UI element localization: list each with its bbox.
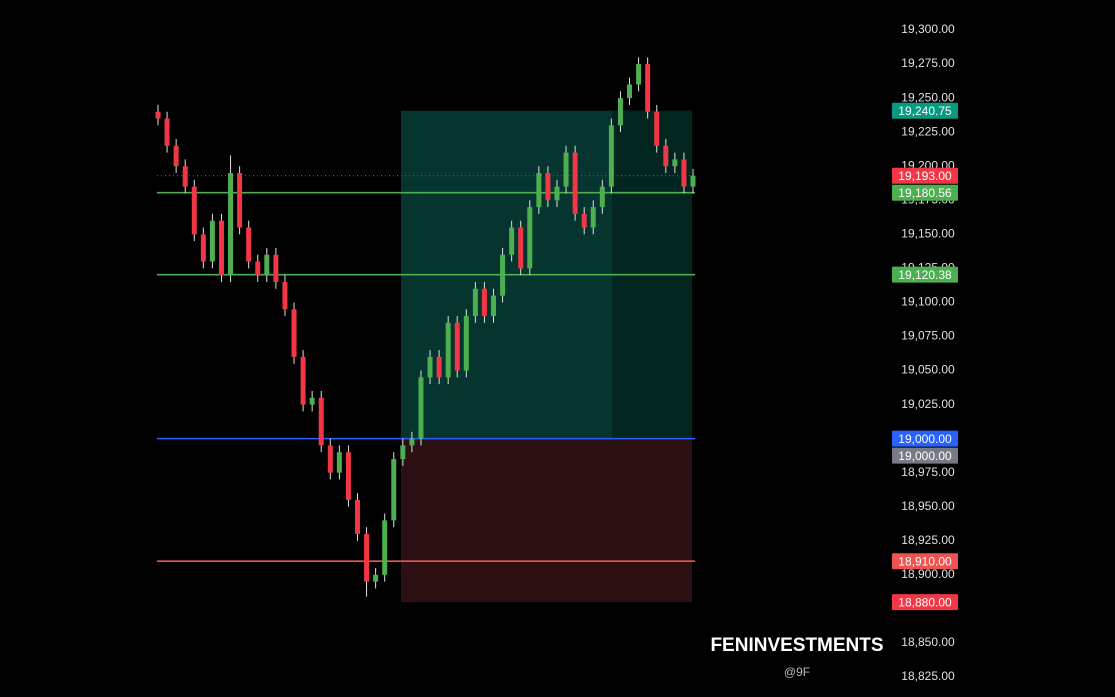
candle-body: [264, 254, 270, 276]
stop-zone: [401, 438, 692, 603]
candle-body: [654, 111, 660, 146]
price-badge: [892, 167, 958, 184]
candle-body: [291, 309, 297, 357]
y-tick-label: 19,100.00: [901, 295, 955, 309]
candle-body: [545, 173, 551, 201]
price-badge-label: 19,000.00: [898, 432, 952, 446]
candle-body: [681, 159, 687, 187]
candle-body: [228, 173, 234, 276]
candle-body: [354, 499, 360, 534]
price-badge-label: 18,880.00: [898, 595, 952, 609]
price-badge: [892, 430, 958, 447]
candle-body: [246, 227, 252, 262]
candle-body: [409, 438, 415, 446]
y-tick-label: 19,275.00: [901, 56, 955, 70]
candle-body: [309, 397, 315, 405]
price-badge: [892, 447, 958, 464]
candle-body: [617, 98, 623, 126]
candle-body: [173, 145, 179, 167]
candle-body: [382, 520, 388, 575]
candle-body: [563, 152, 569, 187]
candle-body: [590, 207, 596, 228]
candle-body: [327, 445, 333, 473]
candle-body: [554, 186, 560, 201]
candle-body: [527, 207, 533, 269]
candle-body: [237, 173, 243, 228]
candle-body: [336, 452, 342, 473]
candle-body: [282, 281, 288, 310]
price-badge: [892, 184, 958, 201]
price-badge-label: 19,180.56: [898, 186, 952, 200]
candle-body: [500, 254, 506, 296]
y-tick-label: 18,950.00: [901, 499, 955, 513]
candle-body: [509, 227, 515, 255]
y-tick-label: 19,250.00: [901, 90, 955, 104]
candle-body: [255, 261, 261, 276]
candle-body: [418, 377, 424, 439]
candle-body: [572, 152, 578, 214]
candle-body: [481, 288, 487, 317]
candle-body: [536, 173, 542, 208]
candle-body: [436, 356, 442, 378]
y-tick-label: 18,900.00: [901, 567, 955, 581]
candle-body: [672, 159, 678, 167]
candle-body: [164, 118, 170, 146]
candle-body: [218, 220, 224, 276]
y-tick-label: 19,050.00: [901, 363, 955, 377]
candle-body: [155, 111, 161, 119]
y-tick-label: 19,075.00: [901, 329, 955, 343]
y-tick-label: 18,825.00: [901, 669, 955, 683]
candle-body: [581, 213, 587, 228]
y-tick-label: 18,925.00: [901, 533, 955, 547]
candle-body: [445, 322, 451, 378]
candle-body: [636, 64, 642, 85]
price-badge: [892, 553, 958, 570]
price-badge-label: 19,120.38: [898, 268, 952, 282]
candle-body: [427, 356, 433, 378]
watermark: FENINVESTMENTS: [710, 635, 883, 656]
price-badge: [892, 266, 958, 283]
candle-body: [191, 186, 197, 235]
price-badge-label: 19,000.00: [898, 449, 952, 463]
price-badge-label: 18,910.00: [898, 554, 952, 568]
candle-body: [273, 254, 279, 282]
candle-body: [454, 322, 460, 371]
y-tick-label: 18,850.00: [901, 635, 955, 649]
candle-body: [391, 459, 397, 521]
candle-body: [627, 84, 633, 99]
watermark-sub: @9F: [784, 665, 810, 679]
y-tick-label: 18,975.00: [901, 465, 955, 479]
candle-body: [663, 145, 669, 167]
candle-body: [200, 234, 206, 262]
y-tick-label: 19,025.00: [901, 397, 955, 411]
candle-body: [364, 533, 370, 582]
candle-body: [491, 295, 497, 317]
candle-body: [182, 166, 188, 187]
candle-body: [463, 316, 469, 371]
candle-body: [373, 574, 379, 582]
candle-body: [518, 227, 524, 269]
candle-body: [400, 445, 406, 460]
price-badge-label: 19,240.75: [898, 104, 952, 118]
candle-body: [209, 220, 215, 262]
candle-body: [645, 64, 651, 112]
price-badge: [892, 594, 958, 611]
candle-body: [300, 356, 306, 405]
y-tick-label: 19,225.00: [901, 124, 955, 138]
candle-body: [690, 175, 696, 187]
y-tick-label: 19,300.00: [901, 22, 955, 36]
price-badge: [892, 102, 958, 119]
candle-body: [608, 125, 614, 187]
candle-body: [345, 452, 351, 500]
y-tick-label: 19,150.00: [901, 226, 955, 240]
price-badge-label: 19,193.00: [898, 169, 952, 183]
candle-body: [599, 186, 605, 208]
candle-body: [318, 397, 324, 446]
candle-body: [472, 288, 478, 317]
